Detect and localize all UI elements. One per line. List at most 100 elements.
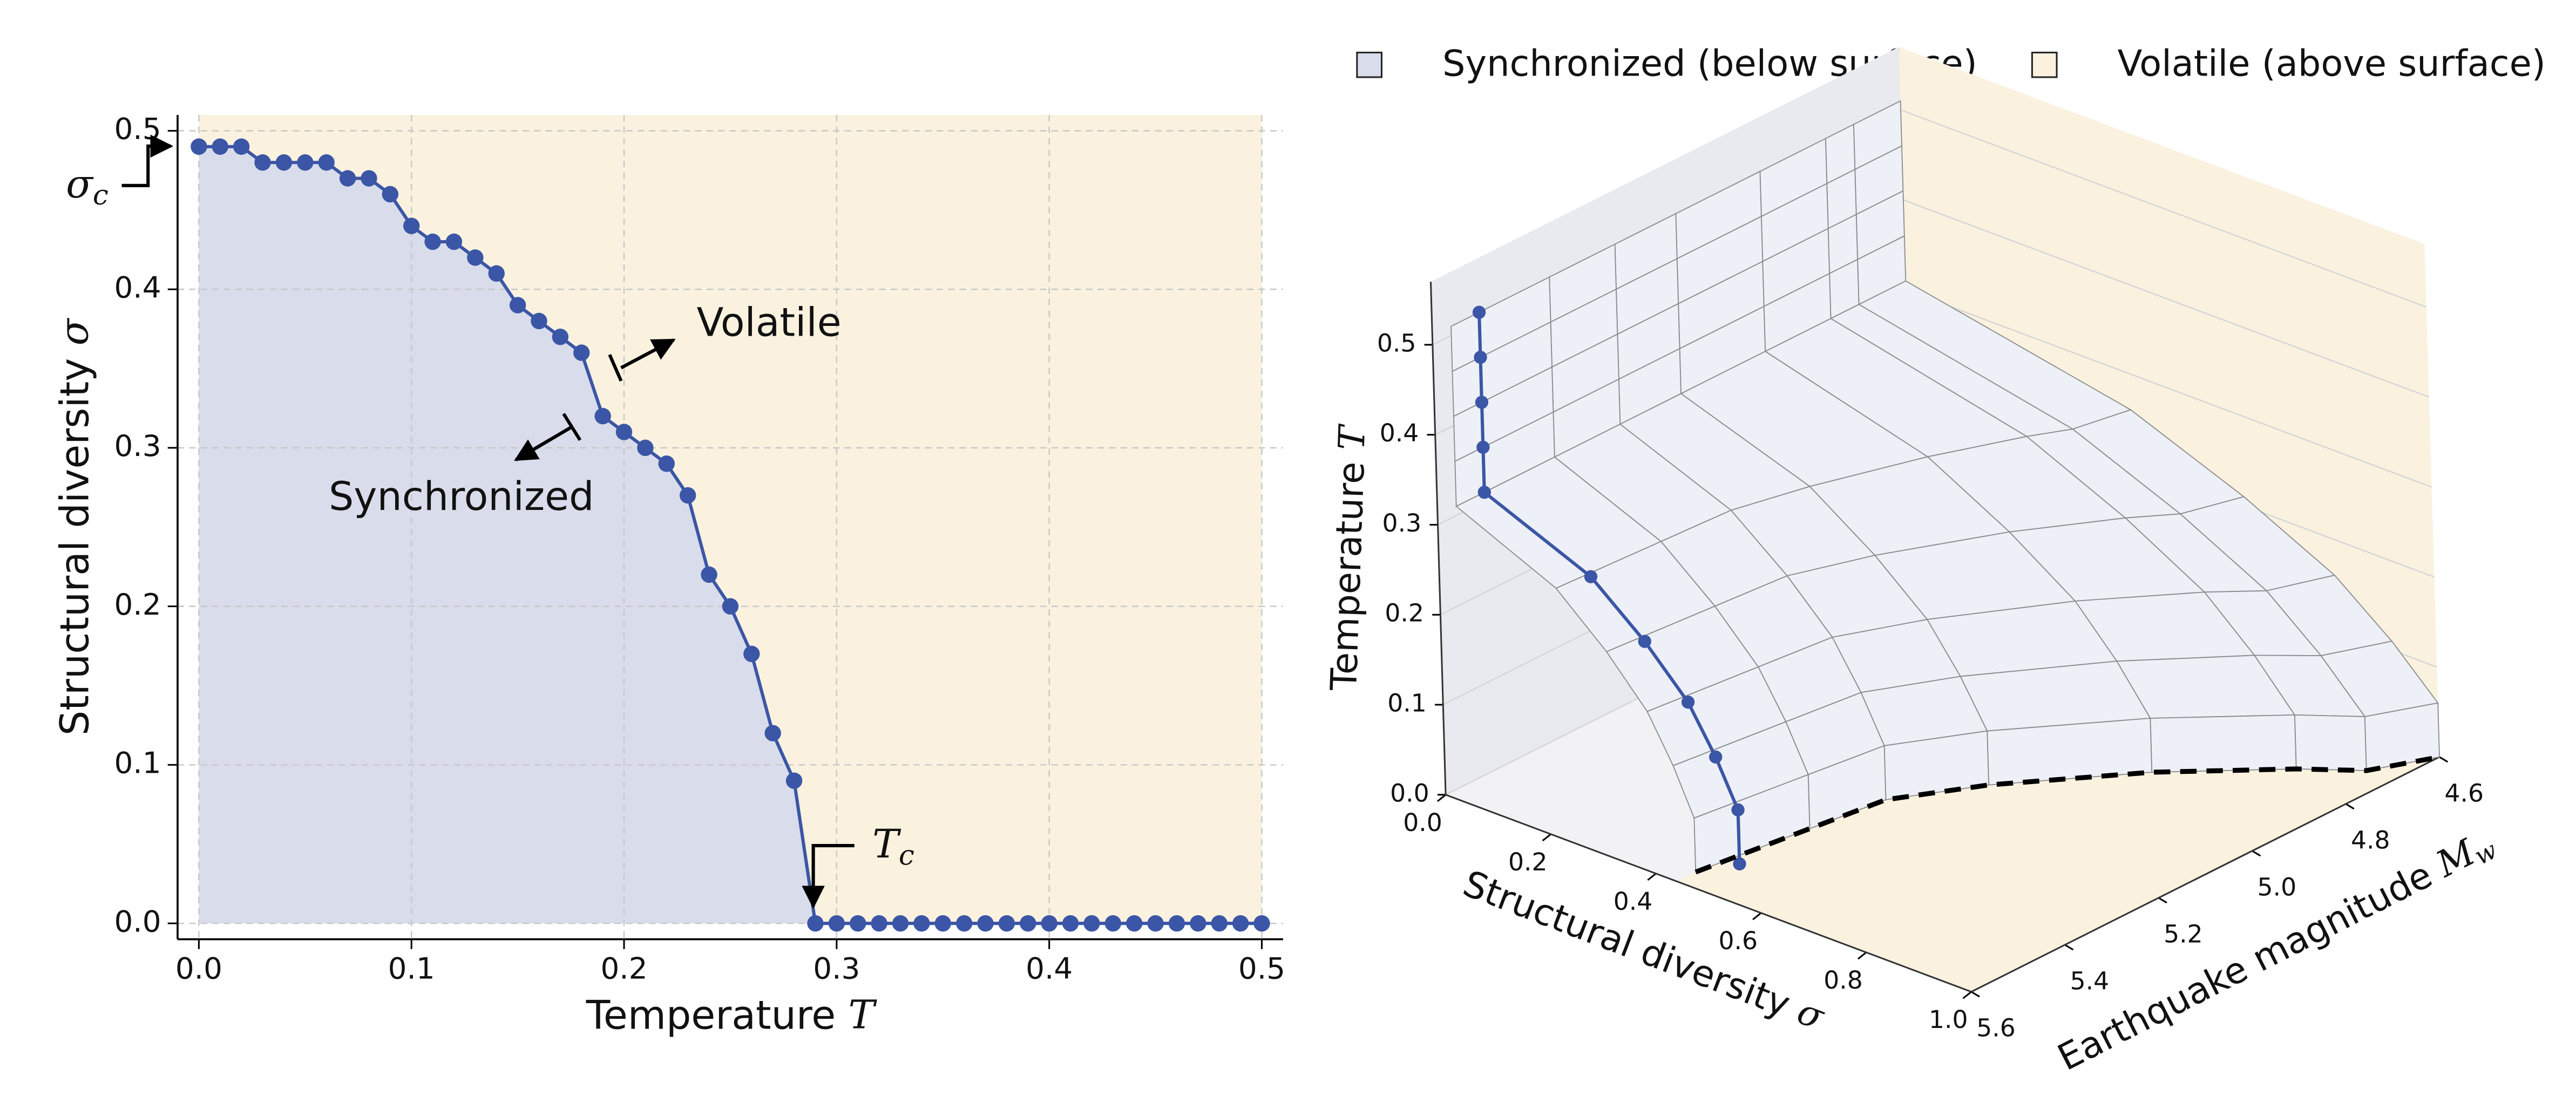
annotation-arrow (121, 134, 174, 187)
point (254, 154, 271, 171)
point (679, 487, 696, 504)
point (297, 154, 314, 171)
point (403, 217, 420, 234)
axis-label: Temperature T (586, 992, 878, 1039)
point (850, 915, 866, 932)
annotations: σc Tc Volatile Synchronized (66, 134, 914, 909)
z-tick-label: 0.1 (1387, 689, 1427, 717)
point (488, 265, 505, 282)
x-tick-label: 0.1 (388, 951, 435, 985)
z-tick-label: 0.2 (1385, 599, 1424, 628)
point (722, 598, 739, 615)
axis-label-symbol: T (1330, 423, 1373, 451)
point (1062, 915, 1079, 932)
point (1733, 857, 1746, 871)
point (1020, 915, 1036, 932)
x-tick-label: 1.0 (1929, 1005, 1968, 1034)
annotation-arrow (514, 425, 573, 461)
axis-label-symbol: σ (1792, 990, 1831, 1038)
legend-swatch (2031, 51, 2058, 78)
point (233, 138, 250, 155)
point (552, 329, 569, 345)
point (1190, 915, 1206, 932)
point (445, 233, 463, 250)
z-tick-label: 0.5 (1377, 329, 1416, 357)
point (892, 915, 909, 932)
y-tick-label: 5.4 (2070, 966, 2110, 995)
point (318, 154, 335, 171)
x-tick-label: 0.3 (813, 951, 860, 985)
point (1253, 915, 1270, 932)
axis-label: Structural diversity σ (51, 317, 98, 736)
point (1584, 570, 1598, 583)
y-tick-label: 0.1 (114, 746, 161, 780)
right-chart: Synchronized (below surface) Volatile (ab… (1322, 42, 2546, 1079)
point (1475, 396, 1489, 409)
point (531, 312, 547, 330)
y-tick (2252, 850, 2261, 857)
axis-label: Temperature T (1322, 423, 1374, 692)
point (1681, 695, 1695, 709)
x-tick-label: 0.4 (1614, 887, 1653, 916)
y-tick-label: 0.5 (114, 112, 161, 146)
x-tick (1962, 991, 1972, 999)
axis-label-symbol: σ (51, 317, 97, 345)
point (275, 154, 293, 171)
point (467, 249, 484, 266)
axis-label-text: Structural diversity (52, 358, 98, 736)
point (339, 170, 356, 187)
axis-label-text: Temperature (1323, 461, 1373, 691)
volatile-floor (1677, 757, 2440, 992)
z-tick-label: 0.3 (1382, 509, 1422, 537)
point (509, 297, 526, 314)
annotation: Tc (872, 821, 914, 871)
point (361, 170, 377, 187)
point (1168, 915, 1185, 932)
x-tick (1542, 833, 1551, 842)
y-tick-label: 4.6 (2444, 779, 2484, 807)
point (977, 915, 994, 932)
point (1104, 915, 1122, 932)
axis-edge (1429, 282, 2440, 993)
annotation: σc (66, 161, 109, 212)
point (382, 186, 399, 203)
x-tick-label: 0.6 (1718, 927, 1758, 955)
point (191, 138, 207, 155)
point (658, 455, 675, 472)
y-tick-label: 0.2 (114, 587, 161, 622)
axis-label-symbol: M (2429, 830, 2483, 886)
point (615, 424, 633, 440)
annotation-arrow (802, 844, 855, 909)
legend-swatch (1356, 51, 1382, 78)
point (212, 138, 228, 155)
x-tick (1857, 951, 1867, 960)
point (1232, 915, 1249, 932)
annotation: Volatile (697, 300, 842, 346)
point (828, 915, 845, 932)
y-tick (2064, 944, 2074, 951)
surface-face (2294, 714, 2367, 771)
surface-face (2150, 714, 2297, 773)
left-chart: 0.0 0.1 0.2 0.3 0.4 0.5 0.0 0.1 0.2 0.3 0.4 0.5 Temp… (51, 112, 1285, 1039)
y-tick-label: 4.8 (2351, 826, 2390, 854)
point (998, 915, 1015, 932)
axis-label-text: Temperature (586, 993, 836, 1039)
point (637, 439, 654, 457)
point (594, 407, 611, 425)
x-tick-label: 0.8 (1823, 966, 1863, 995)
axis-label-symbol: T (848, 992, 877, 1038)
y-tick-label: 0.0 (114, 904, 161, 938)
x-tick-label: 0.0 (175, 951, 222, 985)
z-tick-label: 0.0 (1390, 779, 1429, 807)
point (1638, 635, 1651, 648)
point (1041, 915, 1057, 932)
point (1731, 803, 1745, 816)
point (1126, 915, 1143, 932)
legend-label: Volatile (above surface) (2118, 42, 2546, 84)
point (785, 772, 803, 789)
y-tick-label: 0.3 (114, 428, 161, 463)
point (743, 645, 760, 662)
x-tick-label: 0.4 (1026, 951, 1073, 985)
point (871, 915, 887, 932)
